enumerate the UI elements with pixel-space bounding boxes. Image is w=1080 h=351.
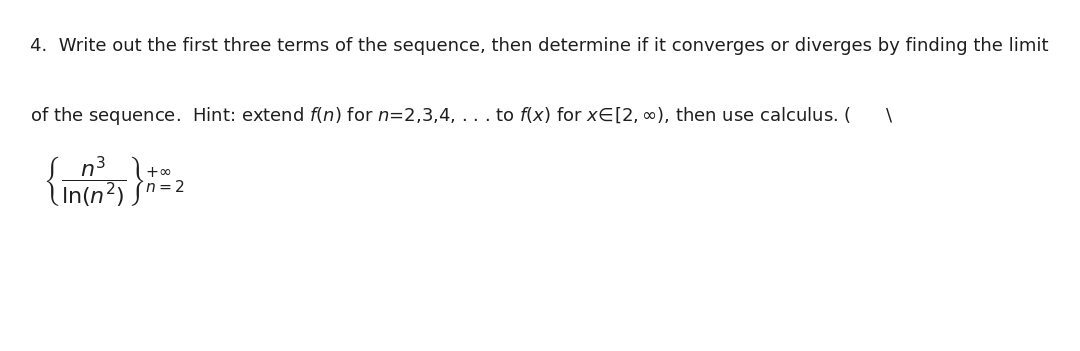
Text: of the sequence.  Hint: extend $f(n)$ for $n$=2,3,4, . . . to $f(x)$ for $x\!\in: of the sequence. Hint: extend $f(n)$ for… (30, 105, 893, 127)
Text: 4.  Write out the first three terms of the sequence, then determine if it conver: 4. Write out the first three terms of th… (30, 37, 1049, 55)
Text: $\left\{\dfrac{n^{3}}{\ln(n^{2})}\right\}_{n=2}^{+\infty}$: $\left\{\dfrac{n^{3}}{\ln(n^{2})}\right\… (43, 154, 185, 208)
